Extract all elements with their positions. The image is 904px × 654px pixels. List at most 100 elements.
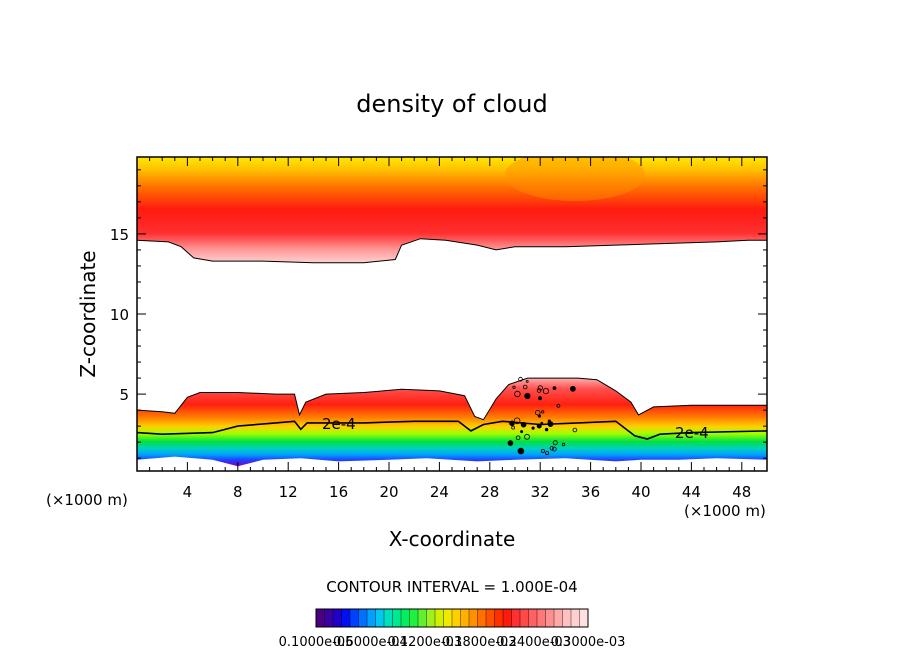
- scatter-contour-blob: [545, 451, 550, 456]
- colorbar-label: 0.3000e-03: [551, 635, 626, 650]
- colorbar-swatch: [494, 609, 504, 627]
- colorbar-swatch: [520, 609, 529, 627]
- scatter-contour-blob: [570, 385, 576, 392]
- scatter-contour-blob: [536, 423, 542, 429]
- colorbar-label: 0.6000e-04: [333, 635, 408, 650]
- x-tick-label: 20: [379, 483, 398, 501]
- colorbar-swatch: [324, 609, 334, 627]
- y-tick-labels: 5 10 15: [110, 226, 129, 404]
- x-tick-label: 4: [183, 483, 193, 501]
- contour-interval: CONTOUR INTERVAL = 1.000E-04: [326, 578, 577, 596]
- x-tick-label: 12: [279, 483, 298, 501]
- scatter-contour-blob: [509, 420, 515, 427]
- colorbar-swatch: [452, 609, 461, 627]
- scatter-contour-blob: [513, 417, 521, 425]
- scatter-contour-blob: [531, 426, 535, 430]
- scatter-contour-blob: [541, 410, 545, 414]
- scatter-contour-blob: [518, 376, 523, 382]
- scatter-contour-blob: [514, 390, 521, 398]
- scatter-contour-blob: [572, 427, 578, 433]
- colorbar-swatch: [316, 609, 325, 627]
- scatter-contour-blob: [536, 388, 542, 393]
- scatter-contour-blob: [540, 448, 545, 453]
- upper-cloud-hotspot: [505, 157, 645, 201]
- scatter-contour-blob: [515, 435, 521, 441]
- colorbar-swatch: [418, 609, 427, 627]
- x-tick-label: 32: [531, 483, 550, 501]
- x-tick-label: 48: [732, 483, 751, 501]
- colorbar-swatch: [367, 609, 376, 627]
- x-tick-label: 8: [233, 483, 243, 501]
- colorbar-swatch: [486, 609, 495, 627]
- x-tick-label: 36: [581, 483, 600, 501]
- lower-cloud-top-contour: [137, 377, 767, 421]
- x-unit-left: (×1000 m): [46, 491, 128, 509]
- upper-cloud-layer: [137, 157, 767, 263]
- scatter-contour-blob: [544, 427, 549, 432]
- colorbar-swatch: [562, 609, 572, 627]
- chart-title: density of cloud: [356, 90, 547, 118]
- y-tick-label: 15: [110, 226, 129, 244]
- scatter-contour-blob: [520, 421, 527, 428]
- colorbar-swatch: [545, 609, 555, 627]
- colorbar-frame: [315, 608, 589, 628]
- scatter-contour-blob: [520, 430, 524, 434]
- x-axis-label: X-coordinate: [389, 527, 516, 551]
- contour-line-2e-4: [137, 420, 767, 440]
- scatter-contour-blob: [507, 440, 514, 446]
- colorbar-swatch: [401, 609, 410, 627]
- colorbar-swatch: [384, 609, 393, 627]
- colorbar-swatch: [537, 609, 546, 627]
- scatter-contour-blob: [552, 440, 558, 446]
- x-tick-label: 28: [480, 483, 499, 501]
- scattered-contours: [507, 376, 578, 456]
- colorbar-swatch: [579, 609, 589, 627]
- colorbar-swatch: [341, 609, 351, 627]
- scatter-contour-blob: [535, 410, 541, 416]
- x-tick-label: 40: [631, 483, 650, 501]
- colorbar-labels: 0.1000e-050.6000e-040.1200e-030.1800e-03…: [279, 635, 626, 650]
- scatter-contour-blob: [518, 450, 523, 454]
- colorbar-swatch: [511, 609, 521, 627]
- colorbar: [315, 609, 589, 627]
- plot-area: [137, 157, 767, 471]
- scatter-contour-blob: [549, 446, 555, 451]
- scatter-contour-blob: [551, 446, 557, 452]
- colorbar-label: 0.1200e-03: [387, 635, 462, 650]
- colorbar-swatch: [554, 609, 563, 627]
- scatter-contour-blob: [511, 425, 515, 430]
- x-tick-labels: 4 8 12 16 20 24 28 32 36 40 44 48: [183, 483, 752, 501]
- scatter-contour-blob: [524, 392, 531, 400]
- colorbar-swatch: [469, 609, 478, 627]
- contour-label-1: 2e-4: [322, 415, 356, 433]
- scatter-contour-blob: [524, 433, 530, 440]
- colorbar-swatch: [426, 609, 436, 627]
- colorbar-swatch: [358, 609, 368, 627]
- scatter-contour-blob: [537, 385, 543, 391]
- scatter-contour-blob: [525, 379, 529, 383]
- colorbar-swatch: [375, 609, 385, 627]
- x-tick-label: 24: [430, 483, 449, 501]
- colorbar-swatch: [409, 609, 419, 627]
- scatter-contour-blob: [540, 421, 544, 425]
- upper-cloud-base-contour: [137, 238, 767, 264]
- x-tick-label: 44: [682, 483, 701, 501]
- colorbar-swatch: [460, 609, 470, 627]
- scatter-contour-blob: [512, 385, 516, 389]
- scatter-contour-blob: [542, 387, 550, 395]
- x-tick-label: 16: [329, 483, 348, 501]
- scatter-contour-blob: [537, 396, 543, 401]
- colorbar-label: 0.1800e-03: [442, 635, 517, 650]
- colorbar-swatch: [435, 609, 444, 627]
- colorbar-swatch: [392, 609, 402, 627]
- colorbar-label: 0.1000e-05: [279, 635, 354, 650]
- colorbar-swatch: [443, 609, 453, 627]
- scatter-contour-blob: [552, 386, 557, 391]
- y-tick-label: 5: [119, 386, 129, 404]
- colorbar-swatch: [477, 609, 487, 627]
- colorbar-swatch: [333, 609, 342, 627]
- scatter-contour-blob: [522, 384, 528, 390]
- lower-cloud-layer: [137, 378, 767, 467]
- colorbar-label: 0.2400e-03: [496, 635, 571, 650]
